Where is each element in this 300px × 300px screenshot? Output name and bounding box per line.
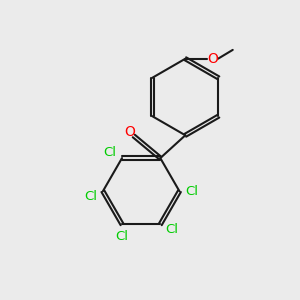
Text: Cl: Cl [116, 230, 128, 243]
Text: Cl: Cl [185, 185, 198, 198]
Text: O: O [124, 124, 135, 139]
Text: O: O [207, 52, 218, 66]
Text: Cl: Cl [165, 223, 178, 236]
Text: Cl: Cl [84, 190, 97, 203]
Text: Cl: Cl [103, 146, 116, 159]
